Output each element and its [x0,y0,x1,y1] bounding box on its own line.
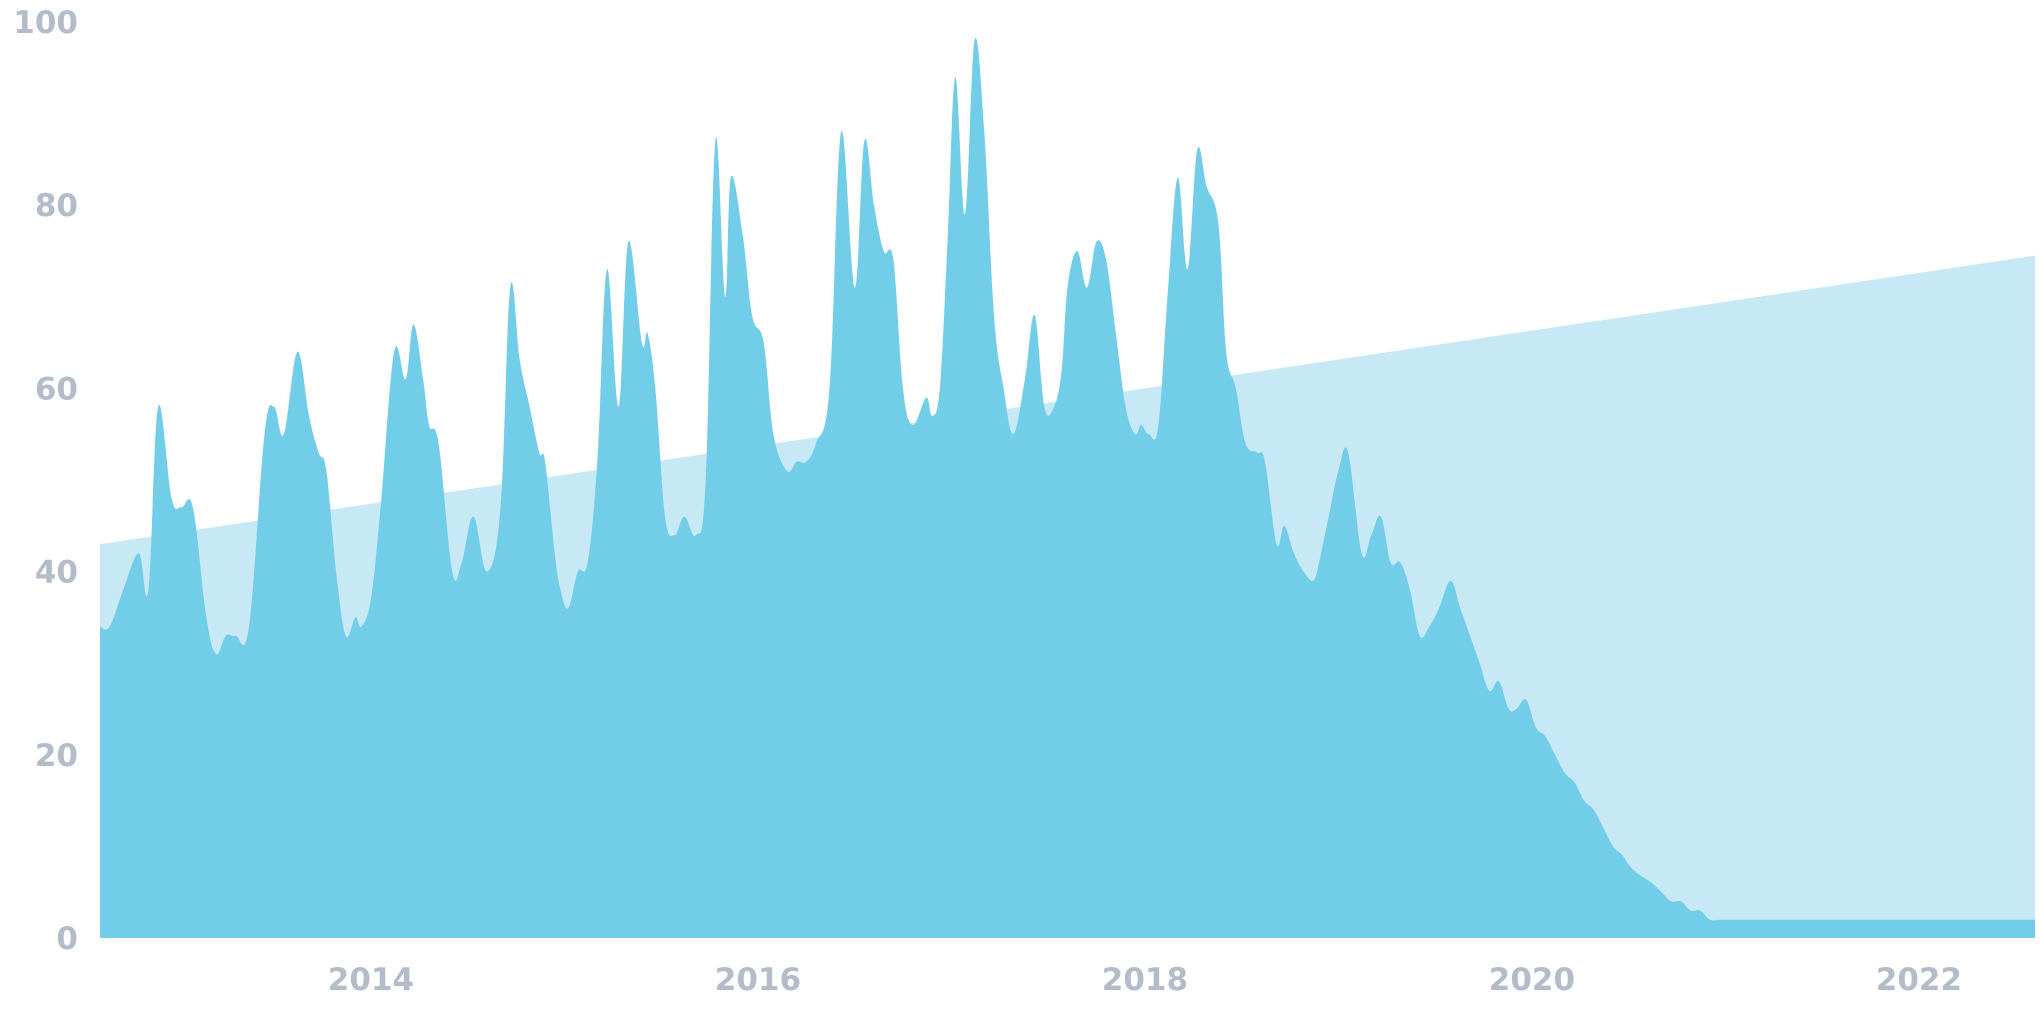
y-tick-label: 80 [35,188,78,224]
x-axis: 2014 2016 2018 2020 2022 [328,962,1962,998]
x-tick-label: 2020 [1489,962,1575,998]
x-tick-label: 2018 [1102,962,1188,998]
y-tick-label: 20 [35,738,78,774]
x-tick-label: 2014 [328,962,414,998]
y-tick-label: 40 [35,555,78,591]
area-layer [100,37,2035,939]
y-tick-label: 0 [56,921,78,957]
y-tick-label: 100 [13,5,78,41]
series-area [100,37,2035,939]
y-tick-label: 60 [35,371,78,407]
x-tick-label: 2016 [715,962,801,998]
x-tick-label: 2022 [1876,962,1962,998]
y-axis: 0 20 40 60 80 100 [13,5,78,957]
